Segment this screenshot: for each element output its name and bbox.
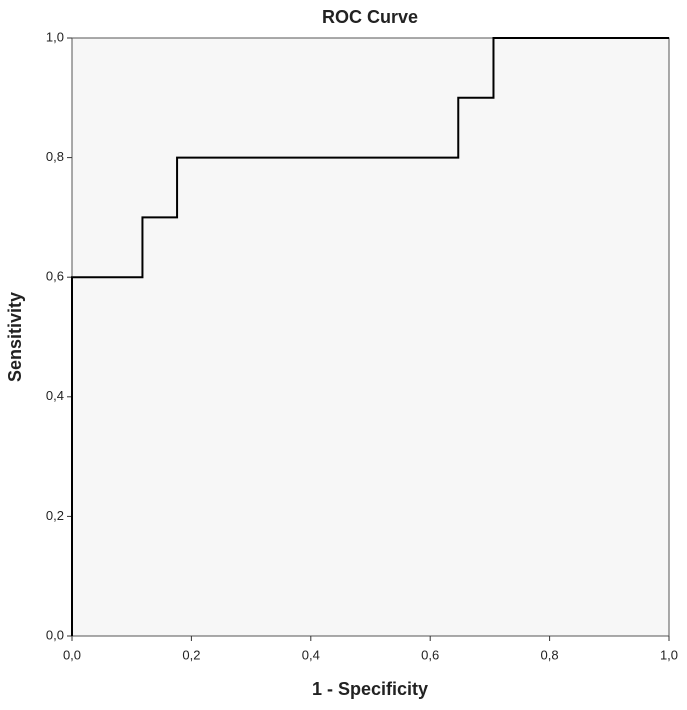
roc-line bbox=[71, 37, 669, 636]
x-tick-label: 0,8 bbox=[541, 647, 559, 662]
y-tick-label: 0,6 bbox=[46, 269, 64, 284]
x-tick-label: 0,4 bbox=[302, 647, 320, 662]
plot-area bbox=[71, 37, 670, 637]
y-axis-label: Sensitivity bbox=[5, 292, 25, 382]
y-tick-label: 0,4 bbox=[46, 388, 64, 403]
x-axis-label: 1 - Specificity bbox=[312, 679, 428, 699]
y-tick-label: 0,2 bbox=[46, 508, 64, 523]
x-tick-label: 0,6 bbox=[421, 647, 439, 662]
x-tick-label: 0,0 bbox=[63, 647, 81, 662]
y-tick-label: 1,0 bbox=[46, 29, 64, 44]
x-tick-label: 0,2 bbox=[182, 647, 200, 662]
y-tick-label: 0,8 bbox=[46, 149, 64, 164]
y-tick-label: 0,0 bbox=[46, 627, 64, 642]
chart-title: ROC Curve bbox=[322, 7, 418, 27]
x-tick-label: 1,0 bbox=[660, 647, 678, 662]
